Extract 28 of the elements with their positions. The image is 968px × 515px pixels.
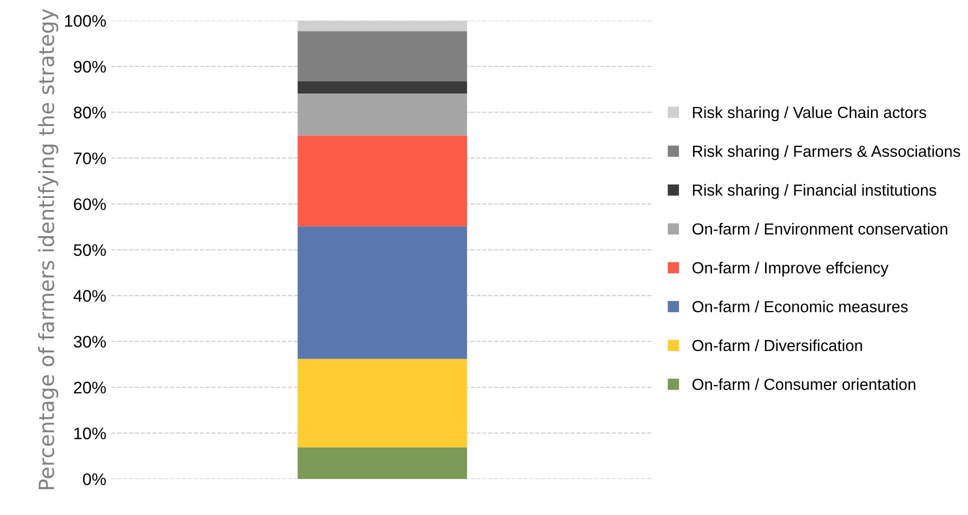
legend-label: On-farm / Consumer orientation bbox=[692, 378, 916, 390]
y-tick-label: 10% bbox=[74, 428, 106, 440]
bar bbox=[298, 447, 468, 479]
y-tick-label: 90% bbox=[74, 60, 106, 73]
legend-label: Risk sharing / Farmers & Associations bbox=[693, 145, 960, 160]
y-tick-label: 30% bbox=[74, 336, 106, 348]
y-tick-label: 20% bbox=[74, 382, 106, 394]
y-tick-label: 0% bbox=[83, 473, 106, 486]
y-tick-label: 100% bbox=[65, 15, 106, 27]
y-tick-label: 40% bbox=[73, 290, 106, 302]
bar bbox=[298, 81, 468, 94]
legend-label: On-farm / Environment conservation bbox=[692, 222, 948, 235]
legend-label: On-farm / Improve effciency bbox=[692, 262, 888, 277]
y-tick-label: 60% bbox=[74, 198, 106, 210]
bar bbox=[298, 93, 468, 136]
legend-label: On-farm / Economic measures bbox=[692, 300, 908, 312]
y-tick-label: 70% bbox=[74, 152, 106, 164]
y-tick-label: 80% bbox=[74, 106, 106, 118]
y-axis-title: Percentage of farmers identifying the strategy bbox=[38, 9, 58, 490]
bar bbox=[298, 226, 468, 359]
bar bbox=[298, 136, 468, 226]
bar bbox=[298, 31, 468, 82]
legend-label: Risk sharing / Financial institutions bbox=[693, 184, 936, 199]
bar bbox=[298, 20, 468, 32]
legend-label: Risk sharing / Value Chain actors bbox=[693, 106, 926, 122]
legend-label: On-farm / Diversification bbox=[692, 339, 862, 352]
y-tick-label: 50% bbox=[74, 244, 106, 256]
bar bbox=[298, 358, 468, 448]
